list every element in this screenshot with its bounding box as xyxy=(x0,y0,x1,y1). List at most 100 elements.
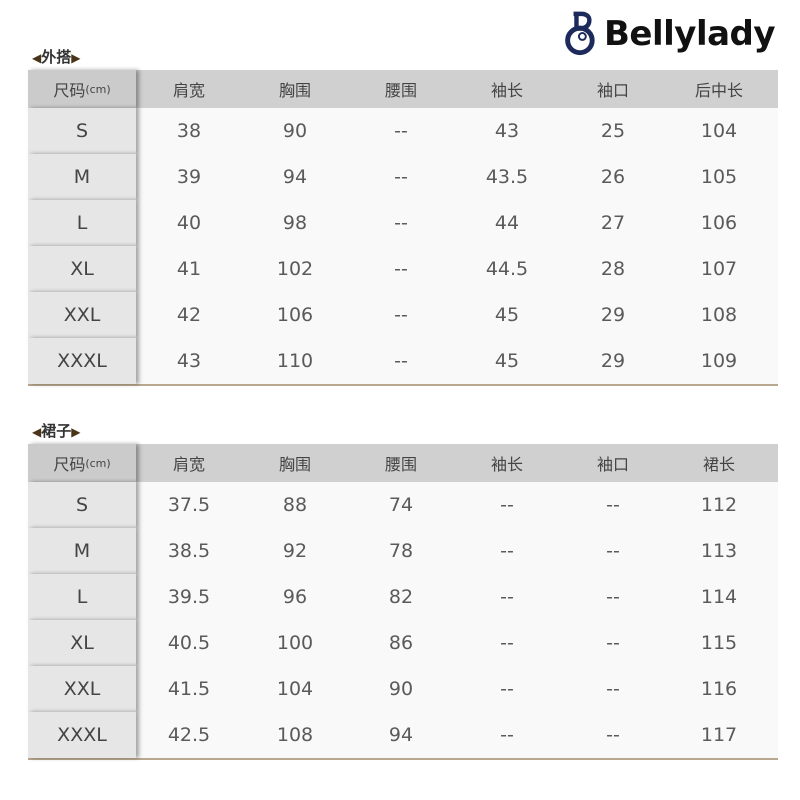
table-body: S 38 90 -- 43 25 104 M 39 94 -- 43.5 26 105 L 40 98 -- 44 2… xyxy=(28,108,778,386)
size-table-skirt: 尺码 (cm) 肩宽 胸围 腰围 袖长 袖口 裙长 S 37.5 88 74 -- -- 112 M 38.5 9… xyxy=(28,444,778,760)
size-cell: XXL xyxy=(28,292,136,338)
header-text: 尺码 xyxy=(53,81,86,100)
value-cell: 40.5 xyxy=(167,632,211,654)
value-cell: 106 xyxy=(700,212,738,234)
column-header: 腰围 xyxy=(348,70,454,108)
size-cell: L xyxy=(28,200,136,246)
value-cell: 38.5 xyxy=(167,540,211,562)
header-text: 袖长 xyxy=(490,81,523,100)
column-header: 袖长 xyxy=(454,70,560,108)
value-cell: -- xyxy=(606,678,620,700)
column-header: 袖口 xyxy=(560,444,666,482)
value-cell: 74 xyxy=(388,494,414,516)
value-cell: -- xyxy=(606,540,620,562)
table-body: S 37.5 88 74 -- -- 112 M 38.5 92 78 -- -- 113 L 39.5 96 8… xyxy=(28,482,778,760)
value-cell: 112 xyxy=(700,494,738,516)
column-header: 胸围 xyxy=(242,70,348,108)
table-row: M 38.5 92 78 -- -- 113 xyxy=(28,528,778,574)
column-header: 尺码 (cm) xyxy=(28,444,136,482)
value-cell: 115 xyxy=(700,632,738,654)
value-cell: 86 xyxy=(388,632,414,654)
header-text: 袖口 xyxy=(596,455,629,474)
value-cell: 108 xyxy=(700,304,738,326)
table-row: L 39.5 96 82 -- -- 114 xyxy=(28,574,778,620)
value-cell: -- xyxy=(394,166,408,188)
value-cell: 107 xyxy=(700,258,738,280)
header-text: 腰围 xyxy=(384,455,417,474)
value-cell: -- xyxy=(606,724,620,746)
value-cell: 88 xyxy=(282,494,308,516)
value-cell: 105 xyxy=(700,166,738,188)
value-cell: 37.5 xyxy=(167,494,211,516)
table-row: XXL 42 106 -- 45 29 108 xyxy=(28,292,778,338)
size-cell: S xyxy=(28,482,136,528)
header-text: 袖口 xyxy=(596,81,629,100)
value-cell: 44.5 xyxy=(485,258,529,280)
value-cell: 92 xyxy=(282,540,308,562)
brand-logo-icon xyxy=(565,11,595,56)
value-cell: 108 xyxy=(276,724,314,746)
header-text: 后中长 xyxy=(694,81,743,100)
size-cell: L xyxy=(28,574,136,620)
value-cell: -- xyxy=(500,724,514,746)
value-cell: 26 xyxy=(600,166,626,188)
value-cell: -- xyxy=(394,212,408,234)
value-cell: 44 xyxy=(494,212,520,234)
header-text: 袖长 xyxy=(490,455,523,474)
unit-label: (cm) xyxy=(85,456,111,470)
value-cell: 94 xyxy=(282,166,308,188)
value-cell: 113 xyxy=(700,540,738,562)
header-text: 肩宽 xyxy=(172,455,205,474)
column-header: 袖长 xyxy=(454,444,560,482)
table-row: L 40 98 -- 44 27 106 xyxy=(28,200,778,246)
value-cell: 39 xyxy=(176,166,202,188)
header-text: 尺码 xyxy=(53,455,86,474)
value-cell: 45 xyxy=(494,304,520,326)
size-cell: XL xyxy=(28,620,136,666)
header-row: 尺码 (cm) 肩宽 胸围 腰围 袖长 袖口 裙长 xyxy=(28,444,778,482)
left-arrow-icon: ◀ xyxy=(32,425,42,439)
value-cell: 82 xyxy=(388,586,414,608)
size-cell: M xyxy=(28,154,136,200)
value-cell: 39.5 xyxy=(167,586,211,608)
value-cell: 27 xyxy=(600,212,626,234)
value-cell: 45 xyxy=(494,350,520,372)
right-arrow-icon: ▶ xyxy=(71,425,81,439)
value-cell: -- xyxy=(500,678,514,700)
table-row: S 38 90 -- 43 25 104 xyxy=(28,108,778,154)
size-table-jacket: 尺码 (cm) 肩宽 胸围 腰围 袖长 袖口 后中长 S 38 90 -- 43 25 104 M 39 94 --… xyxy=(28,70,778,386)
value-cell: -- xyxy=(606,494,620,516)
value-cell: -- xyxy=(500,586,514,608)
column-header: 胸围 xyxy=(242,444,348,482)
value-cell: 104 xyxy=(276,678,314,700)
value-cell: 29 xyxy=(600,304,626,326)
column-header: 裙长 xyxy=(666,444,772,482)
unit-label: (cm) xyxy=(85,82,111,96)
value-cell: 110 xyxy=(276,350,314,372)
value-cell: 42 xyxy=(176,304,202,326)
value-cell: -- xyxy=(394,350,408,372)
column-header: 肩宽 xyxy=(136,70,242,108)
size-cell: M xyxy=(28,528,136,574)
value-cell: 41 xyxy=(176,258,202,280)
size-cell: XXXL xyxy=(28,712,136,758)
value-cell: -- xyxy=(394,258,408,280)
value-cell: 43 xyxy=(176,350,202,372)
value-cell: -- xyxy=(500,494,514,516)
value-cell: 25 xyxy=(600,120,626,142)
value-cell: 100 xyxy=(276,632,314,654)
header-text: 肩宽 xyxy=(172,81,205,100)
table-row: M 39 94 -- 43.5 26 105 xyxy=(28,154,778,200)
value-cell: 104 xyxy=(700,120,738,142)
value-cell: 28 xyxy=(600,258,626,280)
left-arrow-icon: ◀ xyxy=(32,51,42,65)
title-text: 裙子 xyxy=(41,422,72,440)
header-text: 裙长 xyxy=(702,455,735,474)
value-cell: 117 xyxy=(700,724,738,746)
right-arrow-icon: ▶ xyxy=(71,51,81,65)
size-cell: XL xyxy=(28,246,136,292)
value-cell: 43.5 xyxy=(485,166,529,188)
table-row: XL 41 102 -- 44.5 28 107 xyxy=(28,246,778,292)
value-cell: 90 xyxy=(282,120,308,142)
size-cell: XXL xyxy=(28,666,136,712)
